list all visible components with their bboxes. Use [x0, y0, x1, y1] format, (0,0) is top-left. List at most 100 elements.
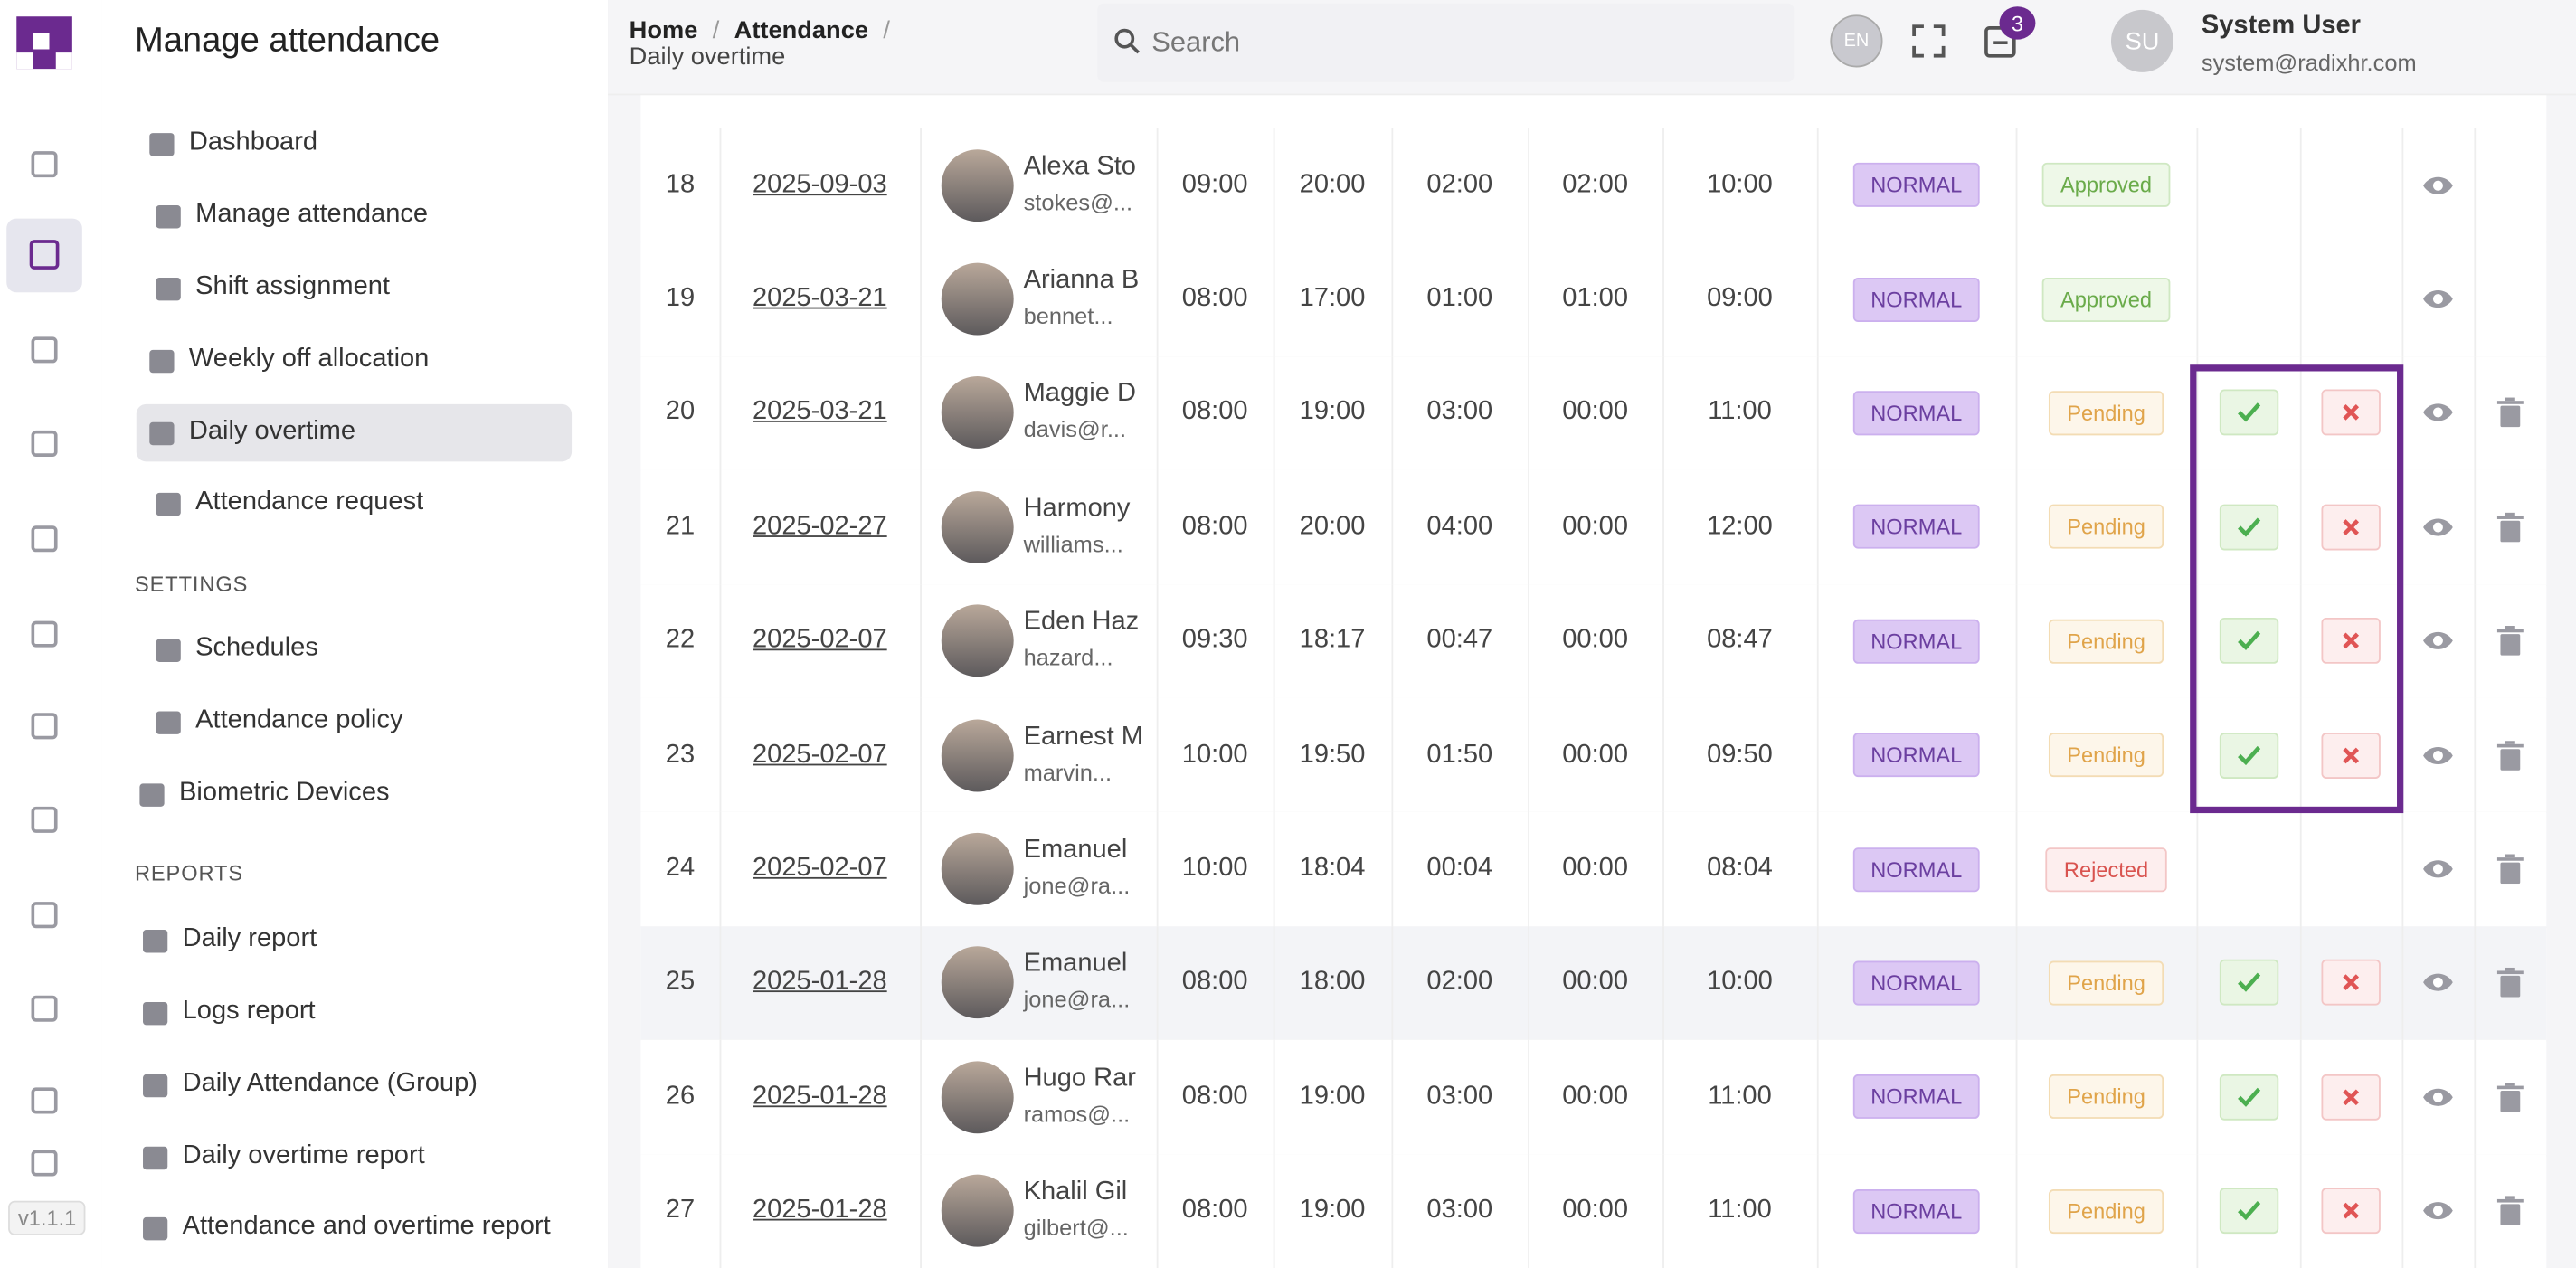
- nav-item[interactable]: Logs report: [182, 997, 316, 1026]
- cell: 18: [640, 128, 719, 242]
- cell: NORMAL: [1817, 926, 2016, 1040]
- cell: 21: [640, 470, 719, 584]
- crumb[interactable]: Attendance: [734, 16, 869, 45]
- date-link[interactable]: 2025-01-28: [753, 1196, 887, 1225]
- nav-item[interactable]: Weekly off allocation: [188, 345, 430, 374]
- approve-button[interactable]: [2218, 1074, 2278, 1121]
- employee-name: Harmony: [1023, 494, 1131, 523]
- view-icon[interactable]: [2421, 288, 2454, 310]
- fullscreen-icon[interactable]: [1912, 24, 1946, 58]
- approve-button[interactable]: [2218, 390, 2278, 437]
- col-divider: [719, 1154, 722, 1268]
- nav-item[interactable]: Daily overtime report: [182, 1141, 425, 1170]
- avatar[interactable]: SU: [2110, 9, 2174, 72]
- reject-button[interactable]: [2321, 390, 2381, 437]
- col-divider: [1662, 1154, 1664, 1268]
- delete-icon[interactable]: [2496, 626, 2524, 657]
- employee-name: Arianna B: [1023, 266, 1140, 295]
- col-divider: [2299, 583, 2302, 698]
- approve-button[interactable]: [2218, 1188, 2278, 1235]
- delete-icon[interactable]: [2496, 968, 2524, 998]
- col-divider: [1156, 1154, 1159, 1268]
- date-link[interactable]: 2025-02-07: [753, 626, 887, 655]
- nav-item[interactable]: Daily overtime: [188, 417, 355, 446]
- delete-icon[interactable]: [2496, 1196, 2524, 1226]
- cell: 20: [640, 356, 719, 470]
- cell: 19:00: [1274, 1040, 1392, 1154]
- reject-button[interactable]: [2321, 618, 2381, 665]
- view-icon[interactable]: [2421, 743, 2454, 766]
- reject-button[interactable]: [2321, 732, 2381, 779]
- view-icon[interactable]: [2421, 971, 2454, 994]
- reject-button[interactable]: [2321, 960, 2381, 1007]
- view-icon[interactable]: [2421, 402, 2454, 424]
- delete-icon[interactable]: [2496, 740, 2524, 771]
- employee-email: williams...: [1023, 530, 1123, 557]
- delete-icon[interactable]: [2496, 512, 2524, 543]
- cell: Pending: [2016, 926, 2197, 1040]
- nav-item[interactable]: Daily report: [182, 924, 317, 953]
- reject-button[interactable]: [2321, 1188, 2381, 1235]
- view-icon[interactable]: [2421, 1085, 2454, 1108]
- nav-item[interactable]: Shift assignment: [195, 272, 390, 301]
- col-divider: [920, 128, 922, 242]
- view-icon[interactable]: [2421, 516, 2454, 538]
- view-icon[interactable]: [2421, 857, 2454, 880]
- row-id: 27: [665, 1196, 696, 1225]
- col-divider: [719, 583, 722, 698]
- col-divider: [1662, 469, 1664, 584]
- approve-button[interactable]: [2218, 504, 2278, 551]
- approved-overtime: 00:00: [1562, 626, 1629, 655]
- date-link[interactable]: 2025-02-27: [753, 512, 887, 541]
- nav-item[interactable]: Attendance request: [195, 487, 424, 516]
- col-divider: [2401, 128, 2404, 242]
- delete-icon[interactable]: [2496, 398, 2524, 429]
- col-divider: [1662, 583, 1664, 698]
- date-link[interactable]: 2025-02-07: [753, 740, 887, 769]
- view-icon[interactable]: [2421, 629, 2454, 652]
- col-divider: [2299, 128, 2302, 242]
- nav-item[interactable]: Manage attendance: [195, 200, 429, 229]
- date-link[interactable]: 2025-01-28: [753, 968, 887, 997]
- view-icon[interactable]: [2421, 174, 2454, 196]
- date-link[interactable]: 2025-03-21: [753, 284, 887, 313]
- col-divider: [2474, 355, 2477, 470]
- nav-item[interactable]: Daily Attendance (Group): [182, 1069, 478, 1098]
- cell: 25: [640, 926, 719, 1040]
- language[interactable]: EN: [1830, 14, 1883, 68]
- col-divider: [1816, 241, 1819, 356]
- cell: 2025-01-28: [720, 1040, 921, 1154]
- col-divider: [2015, 469, 2018, 584]
- status-badge: Pending: [2049, 505, 2164, 550]
- cell: 18:17: [1274, 584, 1392, 698]
- col-divider: [1391, 1154, 1394, 1268]
- col-divider: [1273, 241, 1275, 356]
- approve-button[interactable]: [2218, 618, 2278, 665]
- date-link[interactable]: 2025-02-07: [753, 854, 887, 883]
- search-box[interactable]: [1097, 3, 1795, 82]
- nav-item[interactable]: Schedules: [195, 634, 318, 662]
- reject-button[interactable]: [2321, 1074, 2381, 1121]
- col-divider: [2401, 811, 2404, 927]
- view-icon[interactable]: [2421, 1199, 2454, 1222]
- nav-item[interactable]: Attendance and overtime report: [182, 1212, 551, 1241]
- nav-item[interactable]: Attendance policy: [195, 706, 403, 734]
- delete-icon[interactable]: [2496, 854, 2524, 885]
- date-link[interactable]: 2025-03-21: [753, 398, 887, 427]
- approved-overtime: 00:00: [1562, 854, 1629, 883]
- cell: [2196, 698, 2299, 812]
- delete-icon[interactable]: [2496, 1082, 2524, 1112]
- reject-button[interactable]: [2321, 504, 2381, 551]
- date-link[interactable]: 2025-01-28: [753, 1082, 887, 1111]
- nav-item[interactable]: Dashboard: [188, 128, 318, 156]
- row-id: 18: [665, 170, 696, 199]
- nav-item[interactable]: Biometric Devices: [178, 778, 390, 807]
- total-hours: 08:47: [1707, 626, 1773, 655]
- cell: 19:50: [1274, 698, 1392, 812]
- date-link[interactable]: 2025-09-03: [753, 170, 887, 199]
- crumb[interactable]: Home: [629, 16, 698, 45]
- employee-avatar: [941, 947, 1014, 1020]
- sidebar-title: Manage attendance: [134, 21, 440, 60]
- approve-button[interactable]: [2218, 732, 2278, 779]
- approve-button[interactable]: [2218, 960, 2278, 1007]
